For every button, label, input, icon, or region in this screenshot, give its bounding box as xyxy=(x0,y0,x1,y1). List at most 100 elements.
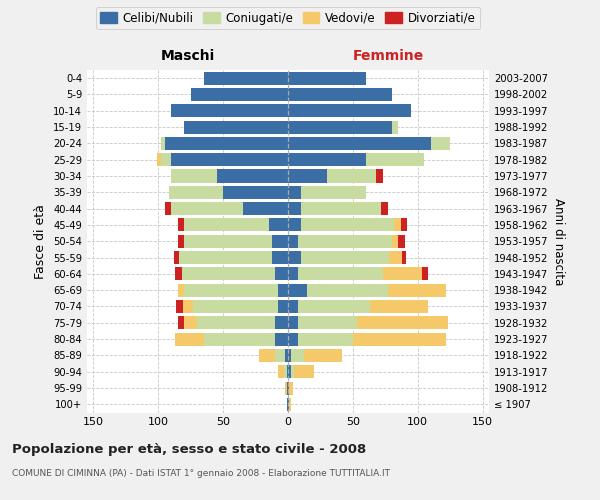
Bar xyxy=(184,234,272,248)
Bar xyxy=(288,284,307,296)
Bar xyxy=(204,72,288,85)
Bar xyxy=(288,300,298,313)
Text: Popolazione per età, sesso e stato civile - 2008: Popolazione per età, sesso e stato civil… xyxy=(12,442,366,456)
Bar xyxy=(288,153,366,166)
Bar xyxy=(184,284,278,296)
Bar xyxy=(272,251,288,264)
Bar xyxy=(275,316,288,330)
Bar xyxy=(161,137,165,150)
Bar xyxy=(290,365,295,378)
Bar xyxy=(171,153,288,166)
Bar xyxy=(388,284,446,296)
Text: Maschi: Maschi xyxy=(160,49,215,63)
Bar xyxy=(288,186,301,199)
Bar xyxy=(288,316,298,330)
Bar xyxy=(272,234,288,248)
Bar xyxy=(289,382,293,394)
Bar xyxy=(298,234,392,248)
Bar xyxy=(304,349,343,362)
Y-axis label: Fasce di età: Fasce di età xyxy=(34,204,47,279)
Text: COMUNE DI CIMINNA (PA) - Dati ISTAT 1° gennaio 2008 - Elaborazione TUTTITALIA.IT: COMUNE DI CIMINNA (PA) - Dati ISTAT 1° g… xyxy=(12,469,390,478)
Bar xyxy=(169,186,223,199)
Bar xyxy=(197,316,275,330)
Bar xyxy=(191,88,288,101)
Bar xyxy=(184,120,288,134)
Bar xyxy=(184,218,269,232)
Bar xyxy=(288,268,298,280)
Bar xyxy=(183,300,193,313)
Bar xyxy=(171,104,288,118)
Bar xyxy=(431,137,450,150)
Bar xyxy=(184,316,197,330)
Bar xyxy=(288,170,327,182)
Text: Femmine: Femmine xyxy=(353,49,424,63)
Bar xyxy=(165,137,288,150)
Bar xyxy=(178,284,184,296)
Bar xyxy=(389,251,402,264)
Bar xyxy=(178,234,184,248)
Bar xyxy=(275,332,288,345)
Bar xyxy=(357,316,448,330)
Bar xyxy=(295,365,314,378)
Bar xyxy=(307,284,388,296)
Bar xyxy=(175,332,204,345)
Bar xyxy=(290,349,304,362)
Bar xyxy=(398,234,405,248)
Bar xyxy=(165,202,171,215)
Bar xyxy=(422,268,428,280)
Bar xyxy=(288,382,289,394)
Bar xyxy=(204,332,275,345)
Bar xyxy=(370,300,428,313)
Bar xyxy=(175,268,182,280)
Bar xyxy=(392,234,398,248)
Bar xyxy=(288,332,298,345)
Bar xyxy=(286,349,288,362)
Bar xyxy=(298,332,353,345)
Bar xyxy=(193,300,278,313)
Bar xyxy=(182,268,275,280)
Bar xyxy=(288,234,298,248)
Bar xyxy=(161,153,171,166)
Bar xyxy=(287,398,288,411)
Bar xyxy=(401,218,407,232)
Bar xyxy=(286,382,287,394)
Bar xyxy=(179,251,272,264)
Bar xyxy=(223,186,288,199)
Bar xyxy=(353,332,446,345)
Bar xyxy=(269,218,288,232)
Legend: Celibi/Nubili, Coniugati/e, Vedovi/e, Divorziati/e: Celibi/Nubili, Coniugati/e, Vedovi/e, Di… xyxy=(95,7,481,30)
Bar xyxy=(217,170,288,182)
Bar xyxy=(382,202,388,215)
Bar xyxy=(289,398,290,411)
Bar xyxy=(288,137,431,150)
Bar xyxy=(288,72,366,85)
Bar xyxy=(171,202,242,215)
Bar xyxy=(327,170,376,182)
Bar xyxy=(288,218,301,232)
Bar xyxy=(301,202,382,215)
Bar xyxy=(176,300,183,313)
Bar xyxy=(394,218,401,232)
Bar xyxy=(301,186,366,199)
Bar xyxy=(278,300,288,313)
Bar xyxy=(275,268,288,280)
Bar xyxy=(288,104,411,118)
Bar xyxy=(174,251,179,264)
Bar xyxy=(402,251,406,264)
Bar xyxy=(275,349,286,362)
Bar xyxy=(392,120,398,134)
Bar xyxy=(301,218,394,232)
Bar xyxy=(259,349,275,362)
Bar xyxy=(287,382,288,394)
Bar xyxy=(383,268,422,280)
Bar xyxy=(178,316,184,330)
Bar xyxy=(242,202,288,215)
Bar xyxy=(298,300,370,313)
Bar xyxy=(301,251,389,264)
Bar xyxy=(288,120,392,134)
Bar xyxy=(278,365,284,378)
Bar xyxy=(298,316,357,330)
Bar xyxy=(288,398,289,411)
Bar xyxy=(376,170,383,182)
Bar xyxy=(278,284,288,296)
